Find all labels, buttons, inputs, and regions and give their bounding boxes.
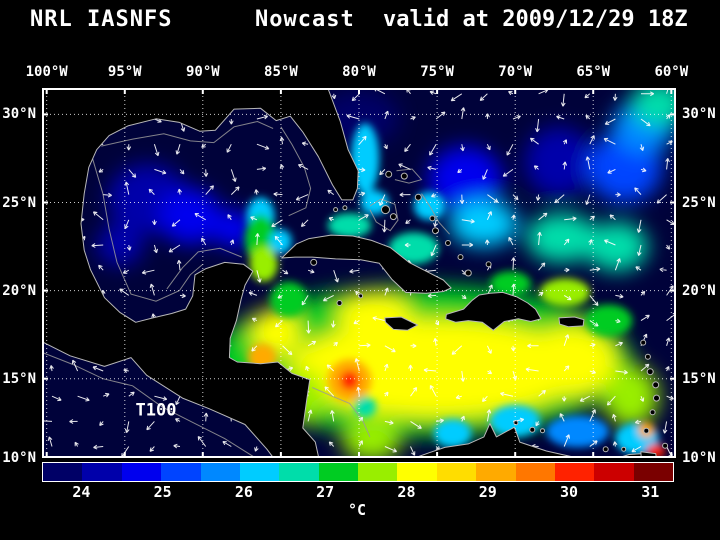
lat-tick-label-right: 10°N [682,450,716,466]
colorbar [42,462,674,482]
small-island [445,240,451,246]
colorbar-tick-label: 31 [641,483,660,501]
small-island [602,446,609,453]
small-island [640,339,647,346]
small-island [389,213,397,221]
lon-tick-label: 75°W [420,64,454,80]
colorbar-segment [43,463,83,481]
land-hispaniola [445,291,542,331]
colorbar-tick-labels: 24 25 26 27 28 29 30 31 [42,483,672,501]
land-cuba [281,234,452,294]
small-island [662,442,669,449]
colorbar-segment [515,463,555,481]
colorbar-tick-label: 26 [234,483,253,501]
run-type-label: Nowcast [255,7,355,32]
lat-tick-label-left: 15°N [2,370,36,387]
lon-tick-label: 90°W [185,64,220,80]
colorbar-segment [82,463,122,481]
colorbar-tick-label: 24 [72,483,91,501]
colorbar-segment [161,463,201,481]
colorbar-segment [279,463,319,481]
land-jamaica [384,316,419,331]
lat-tick-label-left: 20°N [2,282,36,299]
lat-tick-label-left: 25°N [2,194,36,211]
colorbar-segment [200,463,240,481]
lon-tick-label: 100°W [25,64,68,80]
small-island [485,261,492,268]
colorbar-tick-label: 27 [316,483,335,501]
small-island [333,207,339,213]
land-south-america [412,423,656,458]
colorbar-segment [476,463,516,481]
colorbar-segment [358,463,398,481]
lat-tick-label-right: 20°N [682,282,716,299]
small-island [644,353,651,360]
colorbar-segment [121,463,162,481]
valid-time-label: valid at 2009/12/29 18Z [383,7,688,32]
colorbar-tick-label: 25 [153,483,172,501]
small-island [429,215,436,222]
lat-tick-label-left: 10°N [2,450,36,466]
small-island [385,170,393,178]
bathymetry-contour [280,126,312,217]
colorbar-segment [436,463,477,481]
small-island [653,394,660,402]
product-title: NRL IASNFS [30,7,173,32]
bathymetry-contour [421,193,450,235]
colorbar-tick-label: 30 [559,483,579,501]
bathymetry-contour [101,120,274,147]
land-puerto-rico [558,316,585,328]
small-island [513,420,519,426]
lon-tick-label: 85°W [264,64,298,80]
small-island [464,269,472,277]
colorbar-unit-label: °C [347,501,367,519]
lon-tick-label: 65°W [576,64,611,80]
colorbar-segment [397,463,437,481]
colorbar-segment [633,463,673,481]
small-island [621,446,627,452]
bathymetry-contour [369,198,399,232]
small-island [529,426,536,433]
lon-tick-label: 80°W [342,64,376,80]
map-frame [42,88,676,458]
colorbar-segment [239,463,280,481]
small-island [342,205,348,211]
lon-tick-label: 70°W [498,64,533,80]
small-island [358,293,364,299]
colorbar-segment [554,463,595,481]
small-island [649,409,656,416]
lat-tick-label-right: 30°N [682,106,716,123]
map-area: T100 [42,88,676,458]
land-north-and-central-america [42,88,359,458]
small-island [646,368,654,376]
small-island [336,300,343,306]
colorbar-tick-label: 29 [478,483,497,501]
small-island [540,428,545,434]
lon-tick-label: 95°W [107,64,142,80]
temperature-map-svg: T100 [42,88,676,458]
colorbar-segment [594,463,634,481]
colorbar-tick-label: 28 [397,483,416,501]
small-island [643,427,650,434]
bathymetry-contour [42,351,256,458]
small-island [310,258,318,266]
depth-annotation: T100 [136,401,177,421]
small-island [652,381,660,389]
small-island [400,172,408,180]
colorbar-segment [318,463,358,481]
bathymetry-contour [91,156,204,302]
lat-tick-label-right: 15°N [682,370,716,387]
bathymetry-contour [312,387,371,438]
lat-tick-label-right: 25°N [682,194,716,211]
small-island [414,193,422,201]
lon-tick-label: 60°W [654,64,689,80]
small-island [381,205,390,215]
lat-tick-label-left: 30°N [2,106,36,123]
small-island [457,254,464,261]
bathymetry-contour [166,247,243,290]
bathymetry-contour [394,168,423,184]
